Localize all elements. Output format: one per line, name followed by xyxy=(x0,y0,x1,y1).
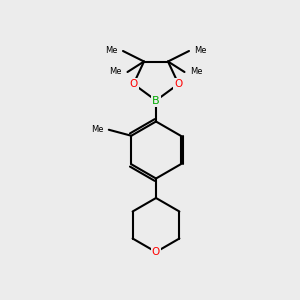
Text: B: B xyxy=(152,95,160,106)
Text: Me: Me xyxy=(110,68,122,76)
Text: Me: Me xyxy=(105,46,118,56)
Text: Me: Me xyxy=(190,68,203,76)
Text: O: O xyxy=(129,79,138,89)
Text: O: O xyxy=(174,79,183,89)
Text: Me: Me xyxy=(194,46,207,56)
Text: O: O xyxy=(152,247,160,257)
Text: Me: Me xyxy=(91,125,103,134)
